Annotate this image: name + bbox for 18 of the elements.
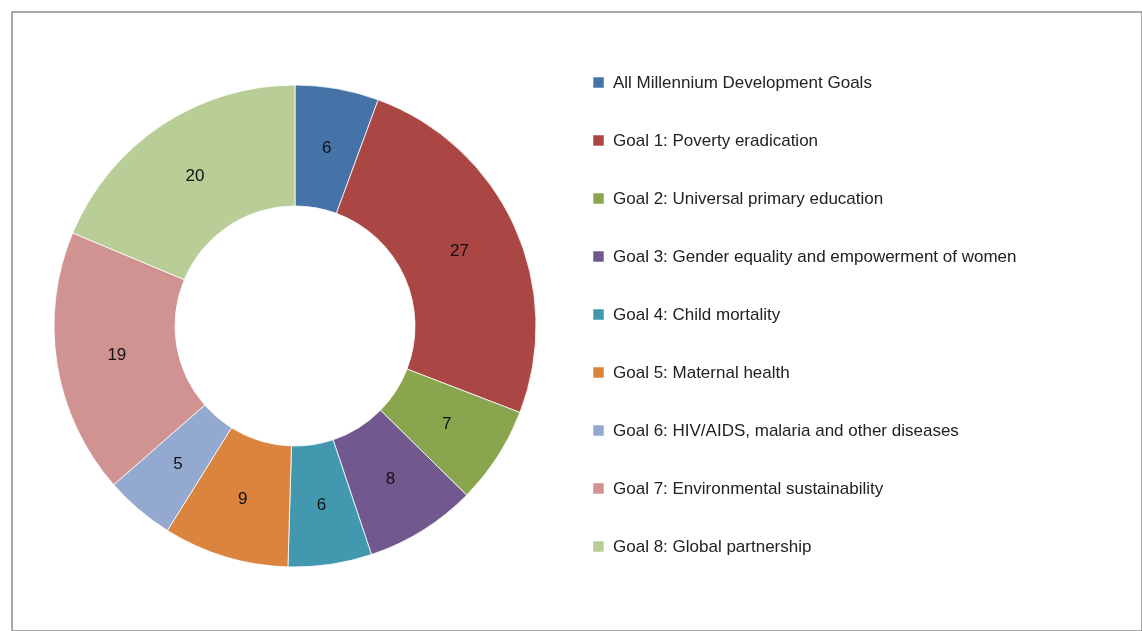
legend-label: Goal 2: Universal primary education xyxy=(613,188,884,208)
data-label: 27 xyxy=(449,241,469,261)
legend-label: Goal 3: Gender equality and empowerment of women xyxy=(613,246,1017,266)
data-label: 6 xyxy=(321,138,332,158)
data-label: 5 xyxy=(173,453,183,473)
legend-label: Goal 5: Maternal health xyxy=(613,362,790,382)
data-label: 7 xyxy=(441,413,452,433)
legend-label: Goal 8: Global partnership xyxy=(613,536,812,556)
data-label: 9 xyxy=(238,488,248,508)
legend-label: Goal 1: Poverty eradication xyxy=(613,130,819,150)
legend-label: All Millennium Development Goals xyxy=(613,72,872,92)
data-label: 20 xyxy=(185,165,205,185)
data-label: 6 xyxy=(316,494,327,514)
data-label: 19 xyxy=(107,345,127,365)
legend-label: Goal 7: Environmental sustainability xyxy=(613,478,884,498)
data-label: 8 xyxy=(385,469,396,489)
legend-label: Goal 6: HIV/AIDS, malaria and other diseases xyxy=(613,420,959,440)
legend-label: Goal 4: Child mortality xyxy=(613,304,781,324)
